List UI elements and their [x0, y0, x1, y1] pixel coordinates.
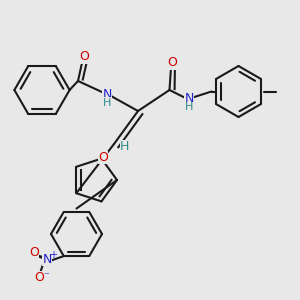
Text: N: N: [103, 88, 112, 101]
Text: N: N: [184, 92, 194, 105]
Text: O: O: [98, 151, 108, 164]
Text: N: N: [43, 253, 52, 266]
Text: H: H: [103, 98, 112, 108]
Text: H: H: [120, 140, 129, 153]
Text: O: O: [168, 56, 177, 70]
Text: +: +: [49, 250, 57, 260]
Text: O: O: [34, 271, 44, 284]
Text: O: O: [29, 246, 39, 259]
Text: H: H: [185, 102, 193, 112]
Text: O: O: [79, 50, 89, 64]
Text: ⁻: ⁻: [43, 272, 49, 281]
